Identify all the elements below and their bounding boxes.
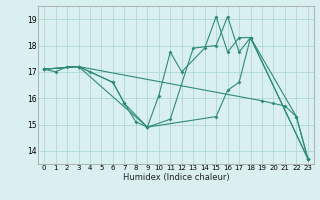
X-axis label: Humidex (Indice chaleur): Humidex (Indice chaleur) [123,173,229,182]
